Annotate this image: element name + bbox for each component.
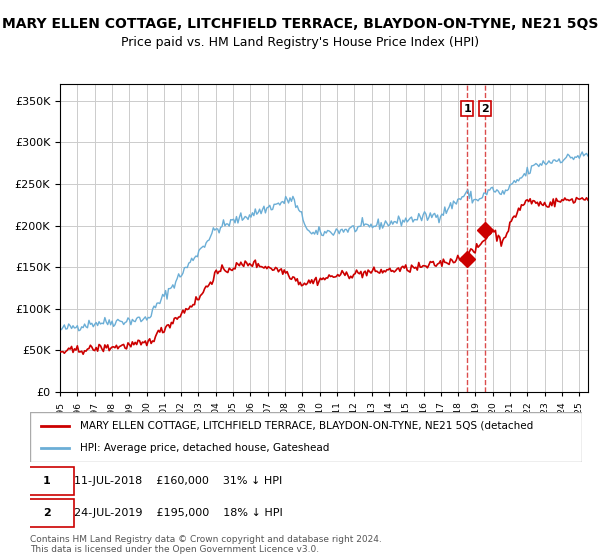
Text: 24-JUL-2019    £195,000    18% ↓ HPI: 24-JUL-2019 £195,000 18% ↓ HPI [74, 508, 283, 518]
Text: 1: 1 [43, 476, 50, 486]
Text: MARY ELLEN COTTAGE, LITCHFIELD TERRACE, BLAYDON-ON-TYNE, NE21 5QS: MARY ELLEN COTTAGE, LITCHFIELD TERRACE, … [2, 17, 598, 31]
Text: Contains HM Land Registry data © Crown copyright and database right 2024.
This d: Contains HM Land Registry data © Crown c… [30, 535, 382, 554]
Text: 1: 1 [463, 104, 471, 114]
Text: 11-JUL-2018    £160,000    31% ↓ HPI: 11-JUL-2018 £160,000 31% ↓ HPI [74, 476, 283, 486]
Text: MARY ELLEN COTTAGE, LITCHFIELD TERRACE, BLAYDON-ON-TYNE, NE21 5QS (detached: MARY ELLEN COTTAGE, LITCHFIELD TERRACE, … [80, 421, 533, 431]
FancyBboxPatch shape [19, 499, 74, 528]
Text: HPI: Average price, detached house, Gateshead: HPI: Average price, detached house, Gate… [80, 443, 329, 453]
Text: 2: 2 [481, 104, 489, 114]
FancyBboxPatch shape [30, 412, 582, 462]
Text: 2: 2 [43, 508, 50, 518]
Text: Price paid vs. HM Land Registry's House Price Index (HPI): Price paid vs. HM Land Registry's House … [121, 36, 479, 49]
FancyBboxPatch shape [19, 466, 74, 495]
